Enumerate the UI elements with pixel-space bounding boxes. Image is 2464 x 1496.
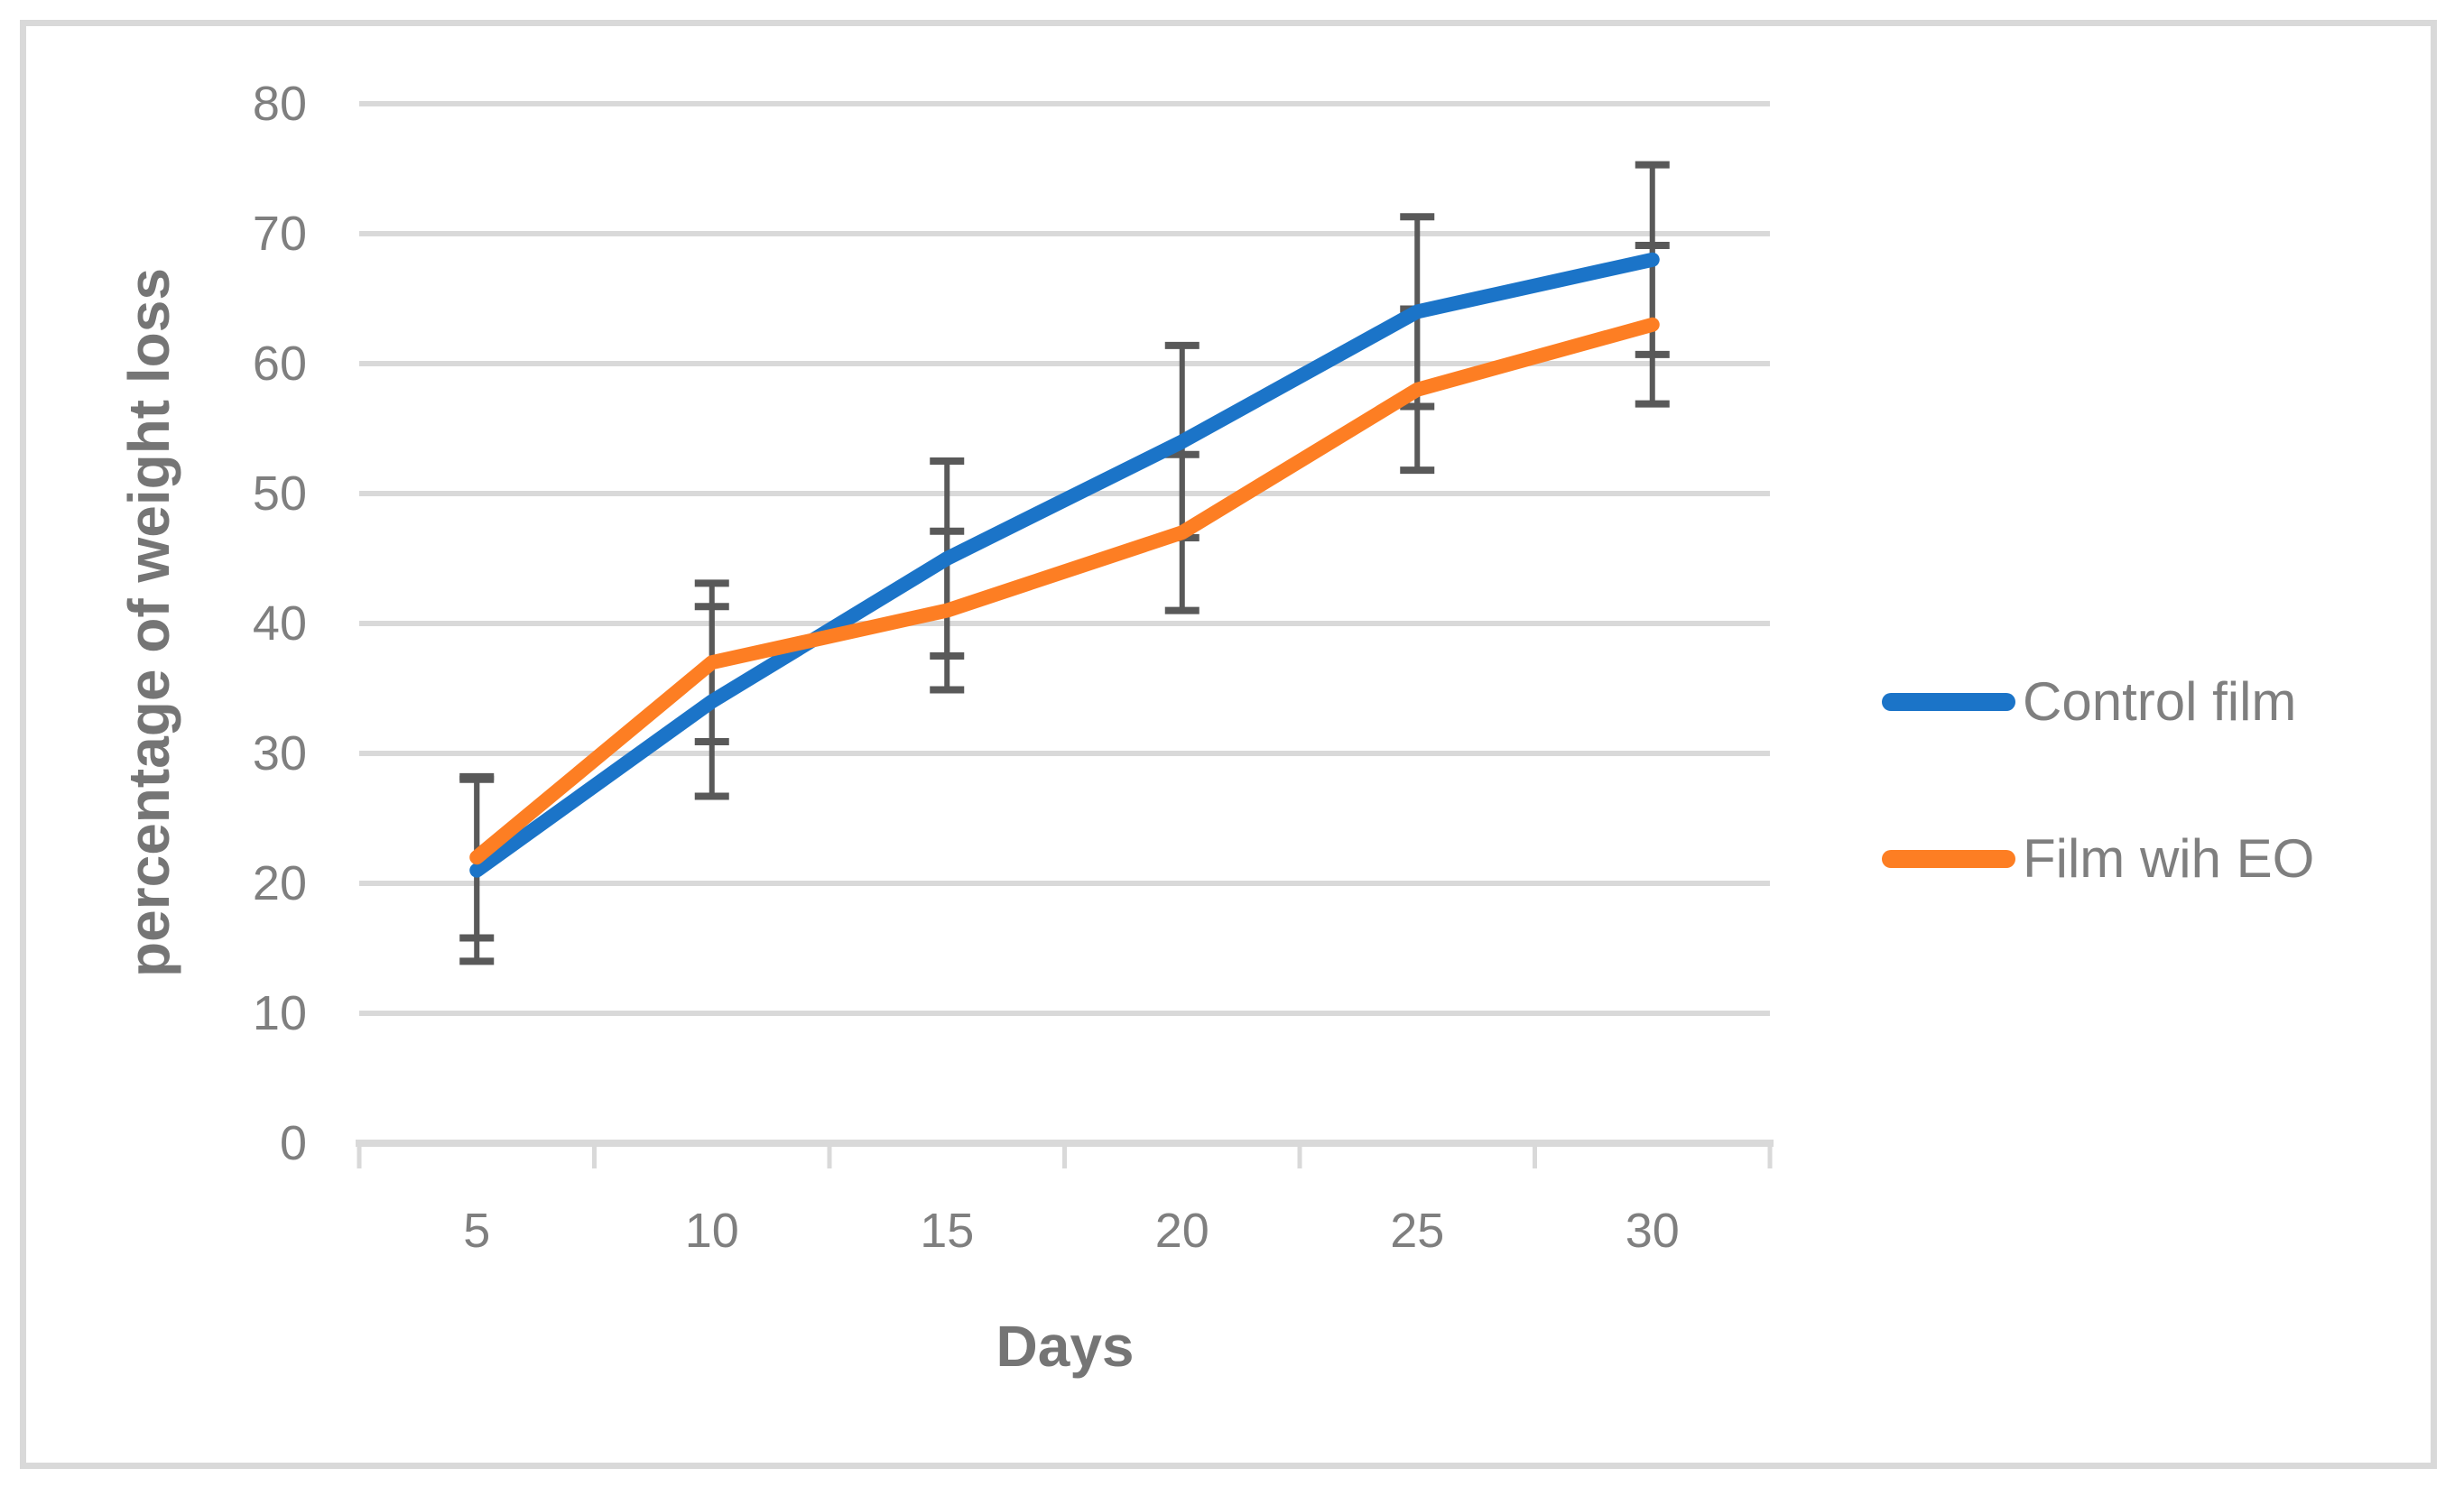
legend-item-control-film: Control film	[1882, 670, 2296, 734]
y-tick-label-10: 10	[252, 986, 307, 1040]
y-tick-label-60: 60	[252, 337, 307, 391]
legend-label: Film wih EO	[2023, 828, 2315, 889]
y-tick-label-0: 0	[279, 1116, 307, 1170]
y-axis-title: percentage of weight loss	[116, 268, 181, 977]
y-tick-label-50: 50	[252, 466, 307, 521]
series-line-film-wih-eo	[469, 317, 1660, 865]
x-tick-label-20: 20	[1154, 1204, 1209, 1258]
x-tick-label-15: 15	[920, 1204, 975, 1258]
legend-swatch-blue	[1882, 693, 2015, 711]
x-tick-label-10: 10	[684, 1204, 739, 1258]
y-tick-label-30: 30	[252, 726, 307, 780]
y-tick-label-80: 80	[252, 77, 307, 131]
y-tick-label-70: 70	[252, 207, 307, 261]
series-line-control-film	[469, 252, 1660, 878]
x-tick-label-30: 30	[1625, 1204, 1680, 1258]
figure-border	[20, 20, 2437, 1469]
legend-swatch-orange	[1882, 850, 2015, 868]
legend-label: Control film	[2023, 671, 2297, 732]
x-tick-label-25: 25	[1390, 1204, 1445, 1258]
y-tick-label-20: 20	[252, 856, 307, 910]
x-axis-title: Days	[996, 1314, 1135, 1379]
x-tick-label-5: 5	[463, 1204, 491, 1258]
legend-item-film-wih-eo: Film wih EO	[1882, 826, 2314, 891]
y-tick-label-40: 40	[252, 596, 307, 651]
